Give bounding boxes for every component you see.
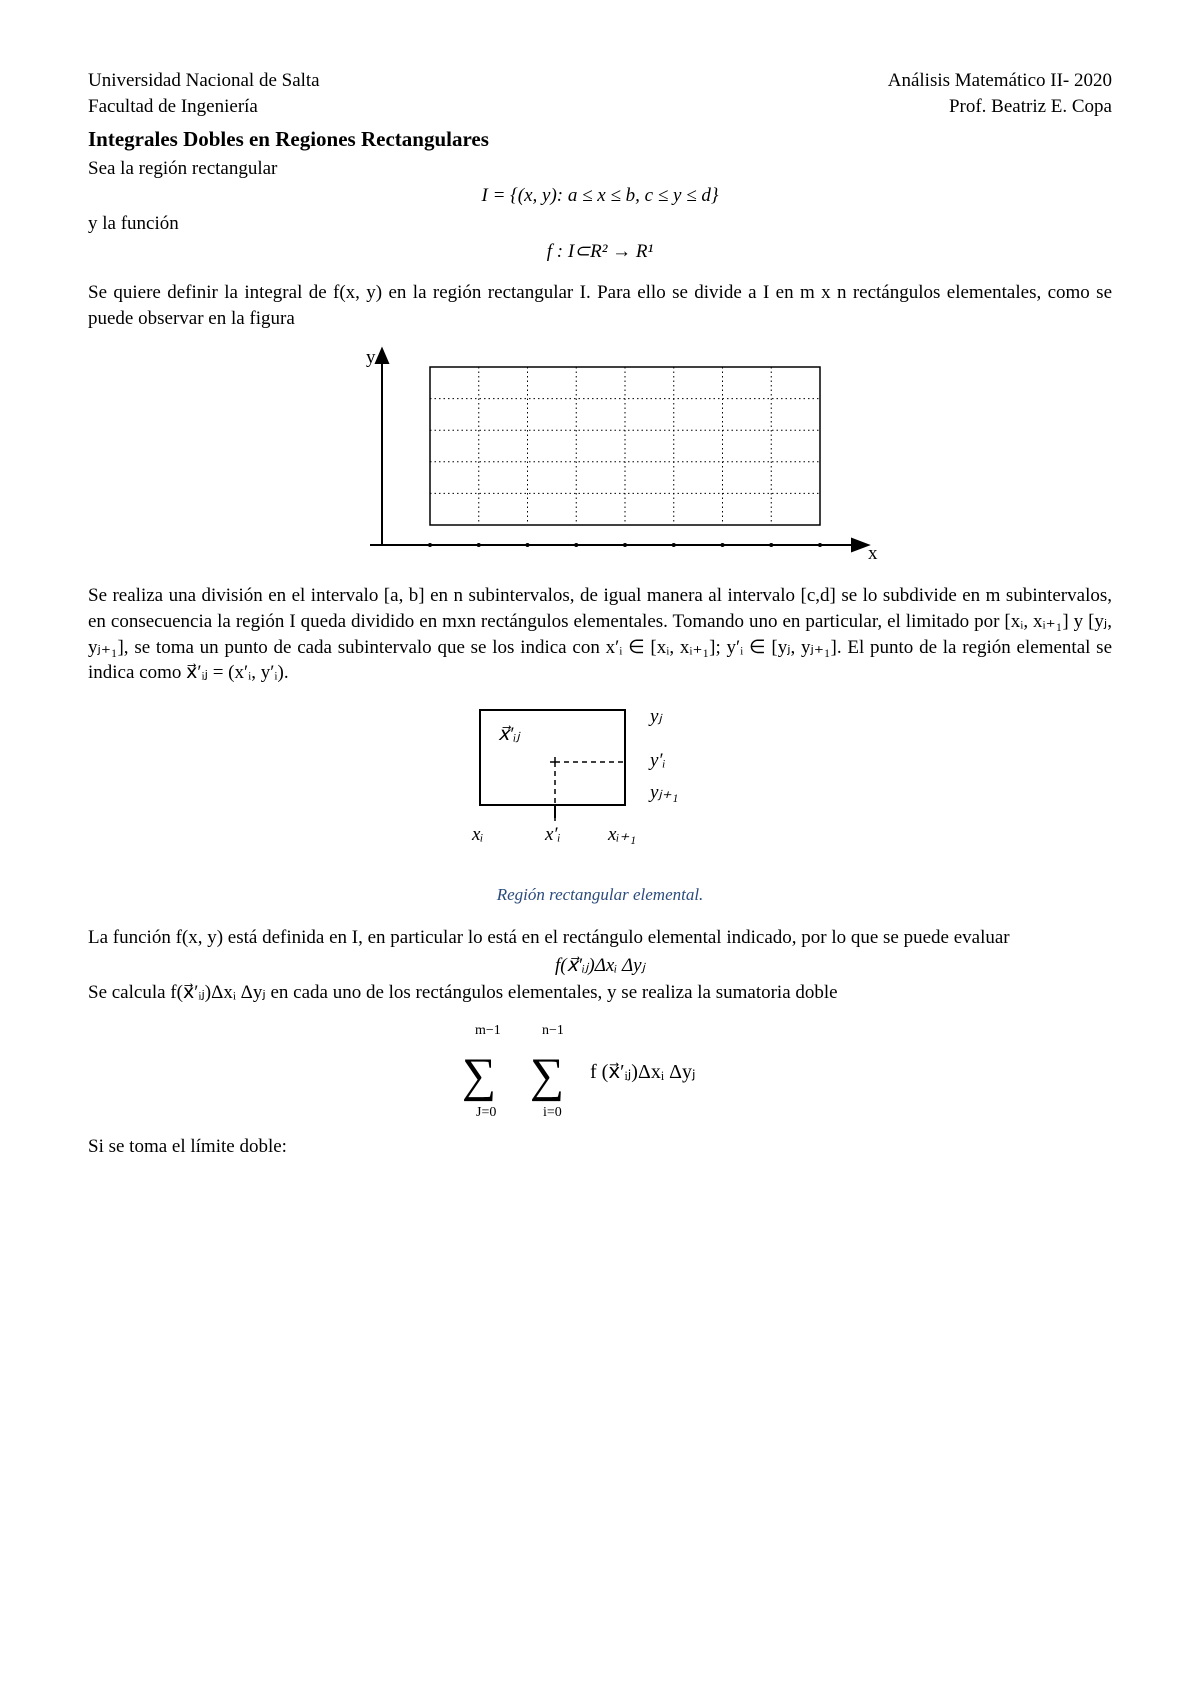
page-header: Universidad Nacional de Salta Facultad d… bbox=[88, 68, 1112, 119]
label-xi-prime: x′ᵢ bbox=[544, 824, 561, 845]
label-xi1: xᵢ₊₁ bbox=[607, 824, 636, 845]
label-yi-prime: y′ᵢ bbox=[648, 750, 666, 771]
sum-outer-upper: m−1 bbox=[475, 1023, 501, 1038]
figure-grid-partition: y x bbox=[88, 345, 1112, 565]
label-xi: xᵢ bbox=[471, 824, 483, 845]
course-name: Análisis Matemático II- 2020 bbox=[888, 68, 1112, 94]
professor-name: Prof. Beatriz E. Copa bbox=[949, 94, 1112, 120]
label-xvec-ij: x⃗′ᵢⱼ bbox=[498, 724, 521, 745]
figure-caption-elemental: Región rectangular elemental. bbox=[497, 884, 704, 907]
svg-text:∑: ∑ bbox=[530, 1049, 564, 1102]
label-yj1: yⱼ₊₁ bbox=[648, 782, 678, 803]
equation-function-f: f : I⊂R² → R¹ bbox=[88, 239, 1112, 265]
grid-partition-svg: y x bbox=[320, 345, 880, 565]
equation-double-sum: m−1 ∑ J=0 n−1 ∑ i=0 f (x⃗′ᵢⱼ)Δxᵢ Δyⱼ bbox=[88, 1016, 1112, 1126]
university-name: Universidad Nacional de Salta bbox=[88, 68, 320, 94]
equation-region-I: I = {(x, y): a ≤ x ≤ b, c ≤ y ≤ d} bbox=[88, 183, 1112, 209]
sum-outer-lower: J=0 bbox=[476, 1105, 496, 1120]
equation-f-xij: f(x⃗′ᵢⱼ)Δxᵢ Δyⱼ bbox=[88, 953, 1112, 979]
faculty-name: Facultad de Ingeniería bbox=[88, 94, 320, 120]
label-yj: yⱼ bbox=[648, 706, 663, 727]
axis-label-x: x bbox=[868, 543, 878, 564]
sum-inner-upper: n−1 bbox=[542, 1023, 564, 1038]
sum-body: f (x⃗′ᵢⱼ)Δxᵢ Δyⱼ bbox=[590, 1061, 695, 1083]
figure-elemental-rectangle: x⃗′ᵢⱼ yⱼ y′ᵢ yⱼ₊₁ xᵢ x′ᵢ xᵢ₊₁ Región rec… bbox=[88, 700, 1112, 907]
sum-inner-lower: i=0 bbox=[543, 1105, 562, 1120]
paragraph-f-defined: La función f(x, y) está definida en I, e… bbox=[88, 925, 1112, 951]
paragraph-intro-1: Sea la región rectangular bbox=[88, 156, 1112, 182]
paragraph-define-integral: Se quiere definir la integral de f(x, y)… bbox=[88, 280, 1112, 331]
paragraph-intro-2: y la función bbox=[88, 211, 1112, 237]
paragraph-subdivision: Se realiza una división en el intervalo … bbox=[88, 583, 1112, 686]
elemental-rectangle-svg: x⃗′ᵢⱼ yⱼ y′ᵢ yⱼ₊₁ xᵢ x′ᵢ xᵢ₊₁ bbox=[460, 700, 740, 870]
paragraph-limit-intro: Si se toma el límite doble: bbox=[88, 1134, 1112, 1160]
paragraph-sum-intro: Se calcula f(x⃗′ᵢⱼ)Δxᵢ Δyⱼ en cada uno d… bbox=[88, 980, 1112, 1006]
axis-label-y: y bbox=[366, 347, 376, 368]
page-title: Integrales Dobles en Regiones Rectangula… bbox=[88, 125, 1112, 153]
svg-text:∑: ∑ bbox=[462, 1049, 496, 1102]
